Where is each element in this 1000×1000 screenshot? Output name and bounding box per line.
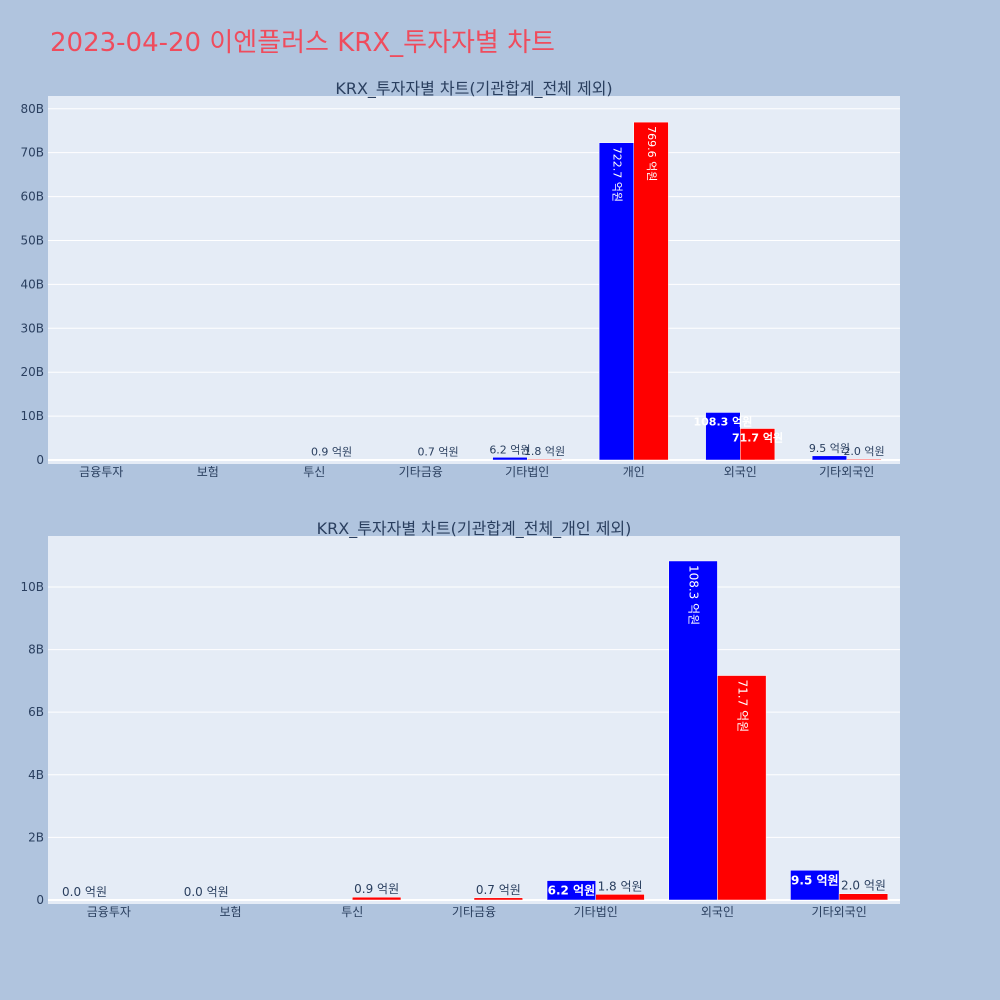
- chart-1: 0 10B 20B 30B 40B 50B 60B 70B 80B KRX_투자자별 차트(기관합…: [20, 79, 900, 479]
- bar-label: 6.2 억원: [489, 443, 530, 456]
- chart-title: KRX_투자자별 차트(기관합계_전체 제외): [335, 79, 612, 99]
- y-tick-label: 80B: [20, 102, 44, 116]
- plot-area: [48, 96, 900, 464]
- x-tick-label: 기타금융: [399, 465, 443, 479]
- bar: [546, 880, 596, 901]
- x-tick-label: 개인: [623, 465, 645, 479]
- bar: [740, 428, 776, 461]
- y-tick-label: 50B: [20, 233, 44, 247]
- bar: [633, 121, 669, 461]
- x-tick-label: 투신: [341, 905, 363, 919]
- y-tick-label: 8B: [28, 643, 44, 657]
- x-tick-label: 보험: [197, 465, 219, 479]
- bar-label: 769.6 억원: [645, 126, 658, 181]
- bar-label: 2.0 억원: [843, 445, 884, 458]
- y-tick-label: 30B: [20, 321, 44, 335]
- x-tick-label: 외국인: [701, 905, 734, 919]
- bar-label: 9.5 억원: [791, 873, 839, 887]
- bar-label: 108.3 억원: [694, 414, 753, 428]
- chart-2: 0 2B 4B 6B 8B 10B KRX_투자자별 차트(기관합계_전체_개인 제외) 금융…: [20, 519, 900, 919]
- bar: [811, 455, 848, 461]
- page-title: 2023-04-20 이엔플러스 KRX_투자자별 차트: [50, 28, 555, 58]
- x-tick-label: 금융투자: [79, 465, 123, 479]
- bar: [598, 142, 635, 461]
- y-tick-label: 0: [36, 453, 44, 467]
- x-tick-label: 보험: [220, 905, 242, 919]
- bar: [352, 896, 402, 901]
- bar-label: 0.7 억원: [417, 446, 458, 459]
- y-tick-label: 20B: [20, 365, 44, 379]
- y-tick-label: 60B: [20, 190, 44, 204]
- bar-label: 0.0 억원: [62, 885, 107, 899]
- bar-label: 1.8 억원: [598, 879, 643, 893]
- x-tick-label: 금융투자: [87, 905, 131, 919]
- bar: [473, 897, 523, 901]
- x-tick-label: 기타법인: [574, 905, 618, 919]
- bar-label: 2.0 억원: [841, 879, 886, 893]
- y-tick-label: 10B: [20, 409, 44, 423]
- bar-label: 71.7 억원: [735, 680, 749, 733]
- y-tick-label: 4B: [28, 768, 44, 782]
- y-tick-label: 70B: [20, 146, 44, 160]
- bar-label: 71.7 억원: [732, 431, 783, 445]
- bar-label: 0.9 억원: [354, 882, 399, 896]
- bar: [705, 412, 741, 461]
- x-tick-label: 기타법인: [505, 465, 549, 479]
- plot-area: [48, 536, 900, 904]
- y-tick-label: 0: [36, 893, 44, 907]
- bar: [838, 893, 889, 901]
- y-tick-label: 2B: [28, 830, 44, 844]
- y-tick-label: 6B: [28, 705, 44, 719]
- y-tick-label: 10B: [20, 580, 44, 594]
- bar-label: 722.7 억원: [610, 147, 623, 202]
- bar: [717, 675, 767, 901]
- bar-label: 1.8 억원: [524, 445, 565, 458]
- x-tick-label: 외국인: [724, 465, 757, 479]
- bar-label: 0.7 억원: [476, 883, 521, 897]
- x-tick-label: 투신: [303, 465, 325, 479]
- bar-label: 6.2 억원: [548, 884, 596, 898]
- y-tick-label: 40B: [20, 277, 44, 291]
- bar: [492, 457, 528, 461]
- bar-label: 9.5 억원: [809, 442, 850, 455]
- x-tick-label: 기타금융: [452, 905, 496, 919]
- x-tick-label: 기타외국인: [819, 465, 874, 479]
- bar: [846, 458, 882, 461]
- bar-label: 0.0 억원: [184, 885, 229, 899]
- bar-label: 108.3 억원: [687, 565, 701, 625]
- bar: [790, 870, 840, 901]
- chart-title: KRX_투자자별 차트(기관합계_전체_개인 제외): [317, 519, 632, 539]
- x-tick-label: 기타외국인: [812, 905, 867, 919]
- bar: [527, 458, 563, 461]
- bar-label: 0.9 억원: [311, 446, 352, 459]
- bar: [595, 894, 645, 901]
- bar: [668, 560, 718, 901]
